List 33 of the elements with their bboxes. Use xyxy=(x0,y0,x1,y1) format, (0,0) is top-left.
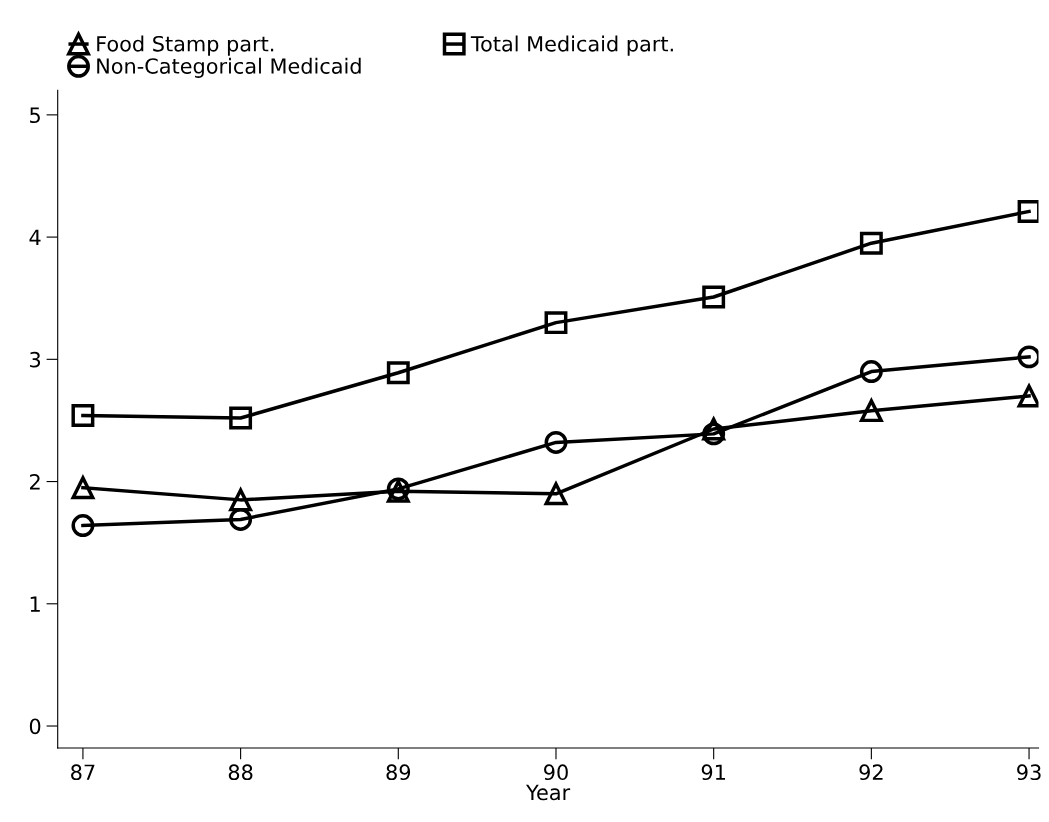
point xyxy=(386,361,410,385)
legend-label: Non-Categorical Medicaid xyxy=(97,57,361,78)
point xyxy=(859,231,883,255)
x-tick-label: 90 xyxy=(544,764,568,781)
x-tick-label: 93 xyxy=(1017,764,1041,781)
x-axis-title: Year xyxy=(526,784,571,801)
y-tick-label: 3 xyxy=(30,351,41,368)
legend-label: Total Medicaid part. xyxy=(470,35,673,56)
point xyxy=(1017,199,1039,223)
x-tick-label: 89 xyxy=(386,764,411,781)
y-tick-label: 5 xyxy=(30,107,40,124)
y-tick-label: 1 xyxy=(30,596,40,612)
y-tick-label: 0 xyxy=(29,718,41,735)
point xyxy=(544,482,568,506)
x-tick-label: 87 xyxy=(71,764,95,781)
point xyxy=(1017,345,1039,369)
point xyxy=(71,404,95,428)
point xyxy=(702,285,726,309)
point xyxy=(71,514,95,538)
point xyxy=(229,488,253,512)
point xyxy=(859,399,883,423)
legend-label: Food Stamp part. xyxy=(97,35,274,56)
point xyxy=(544,311,568,335)
point xyxy=(544,430,568,454)
point xyxy=(229,406,253,430)
point xyxy=(859,360,883,384)
y-tick-label: 2 xyxy=(29,474,40,490)
x-tick-label: 91 xyxy=(701,764,726,781)
x-tick-label: 88 xyxy=(228,764,253,781)
point xyxy=(71,476,95,500)
point xyxy=(1016,382,1039,408)
y-tick-label: 4 xyxy=(29,229,41,246)
x-tick-label: 92 xyxy=(859,764,883,781)
